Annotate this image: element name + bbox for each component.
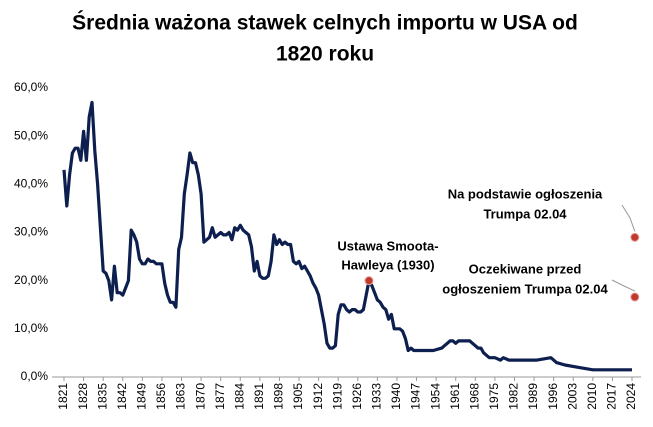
x-tick-label: 1905 [291,383,305,410]
y-tick-label: 10,0% [14,321,48,335]
x-tick-label: 1982 [507,383,521,410]
x-tick-label: 1835 [95,383,109,410]
leader-line [611,279,636,292]
x-tick-label: 1849 [135,383,149,410]
x-tick-label: 1912 [311,383,325,410]
x-tick-label: 1919 [330,383,344,410]
y-tick-label: 30,0% [14,225,48,239]
x-tick-label: 2017 [605,383,619,410]
x-tick-label: 1870 [193,383,207,410]
annotation: Trumpa 02.04 [483,206,567,221]
x-tick-label: 1968 [467,383,481,410]
x-tick-label: 1828 [76,383,90,410]
x-tick-label: 1940 [389,383,403,410]
x-tick-label: 1933 [370,383,384,410]
x-tick-label: 1891 [252,383,266,410]
x-tick-label: 1989 [526,383,540,410]
x-tick-label: 2010 [585,383,599,410]
x-tick-label: 2003 [565,383,579,410]
leader-line [621,204,636,232]
annotation: Hawleya (1930) [341,257,434,272]
x-tick-label: 1884 [232,383,246,410]
y-tick-label: 20,0% [14,273,48,287]
x-tick-label: 1996 [546,383,560,410]
x-tick-label: 1926 [350,383,364,410]
x-tick-label: 1863 [174,383,188,410]
annotation: ogłoszeniem Trumpa 02.04 [442,281,608,296]
marker-point [630,232,640,242]
x-tick-label: 1954 [428,383,442,410]
annotation: Oczekiwane przed [469,261,582,276]
x-tick-label: 1842 [115,383,129,410]
chart-title: Średnia ważona stawek celnych importu w … [72,11,578,35]
x-tick-label: 1856 [154,383,168,410]
x-tick-label: 2024 [624,383,638,410]
chart-title: 1820 roku [276,43,374,66]
y-tick-label: 50,0% [14,128,48,142]
marker-point [630,292,640,302]
y-tick-label: 0,0% [21,369,49,383]
x-tick-label: 1975 [487,383,501,410]
y-tick-label: 60,0% [14,80,48,94]
x-tick-label: 1821 [56,383,70,410]
x-tick-label: 1947 [409,383,423,410]
annotation: Ustawa Smoota- [337,238,438,253]
x-tick-label: 1961 [448,383,462,410]
y-tick-label: 40,0% [14,177,48,191]
line [62,100,632,372]
marker-point [364,276,374,286]
x-tick-label: 1898 [272,383,286,410]
x-tick-label: 1877 [213,383,227,410]
annotation: Na podstawie ogłoszenia [448,186,603,201]
